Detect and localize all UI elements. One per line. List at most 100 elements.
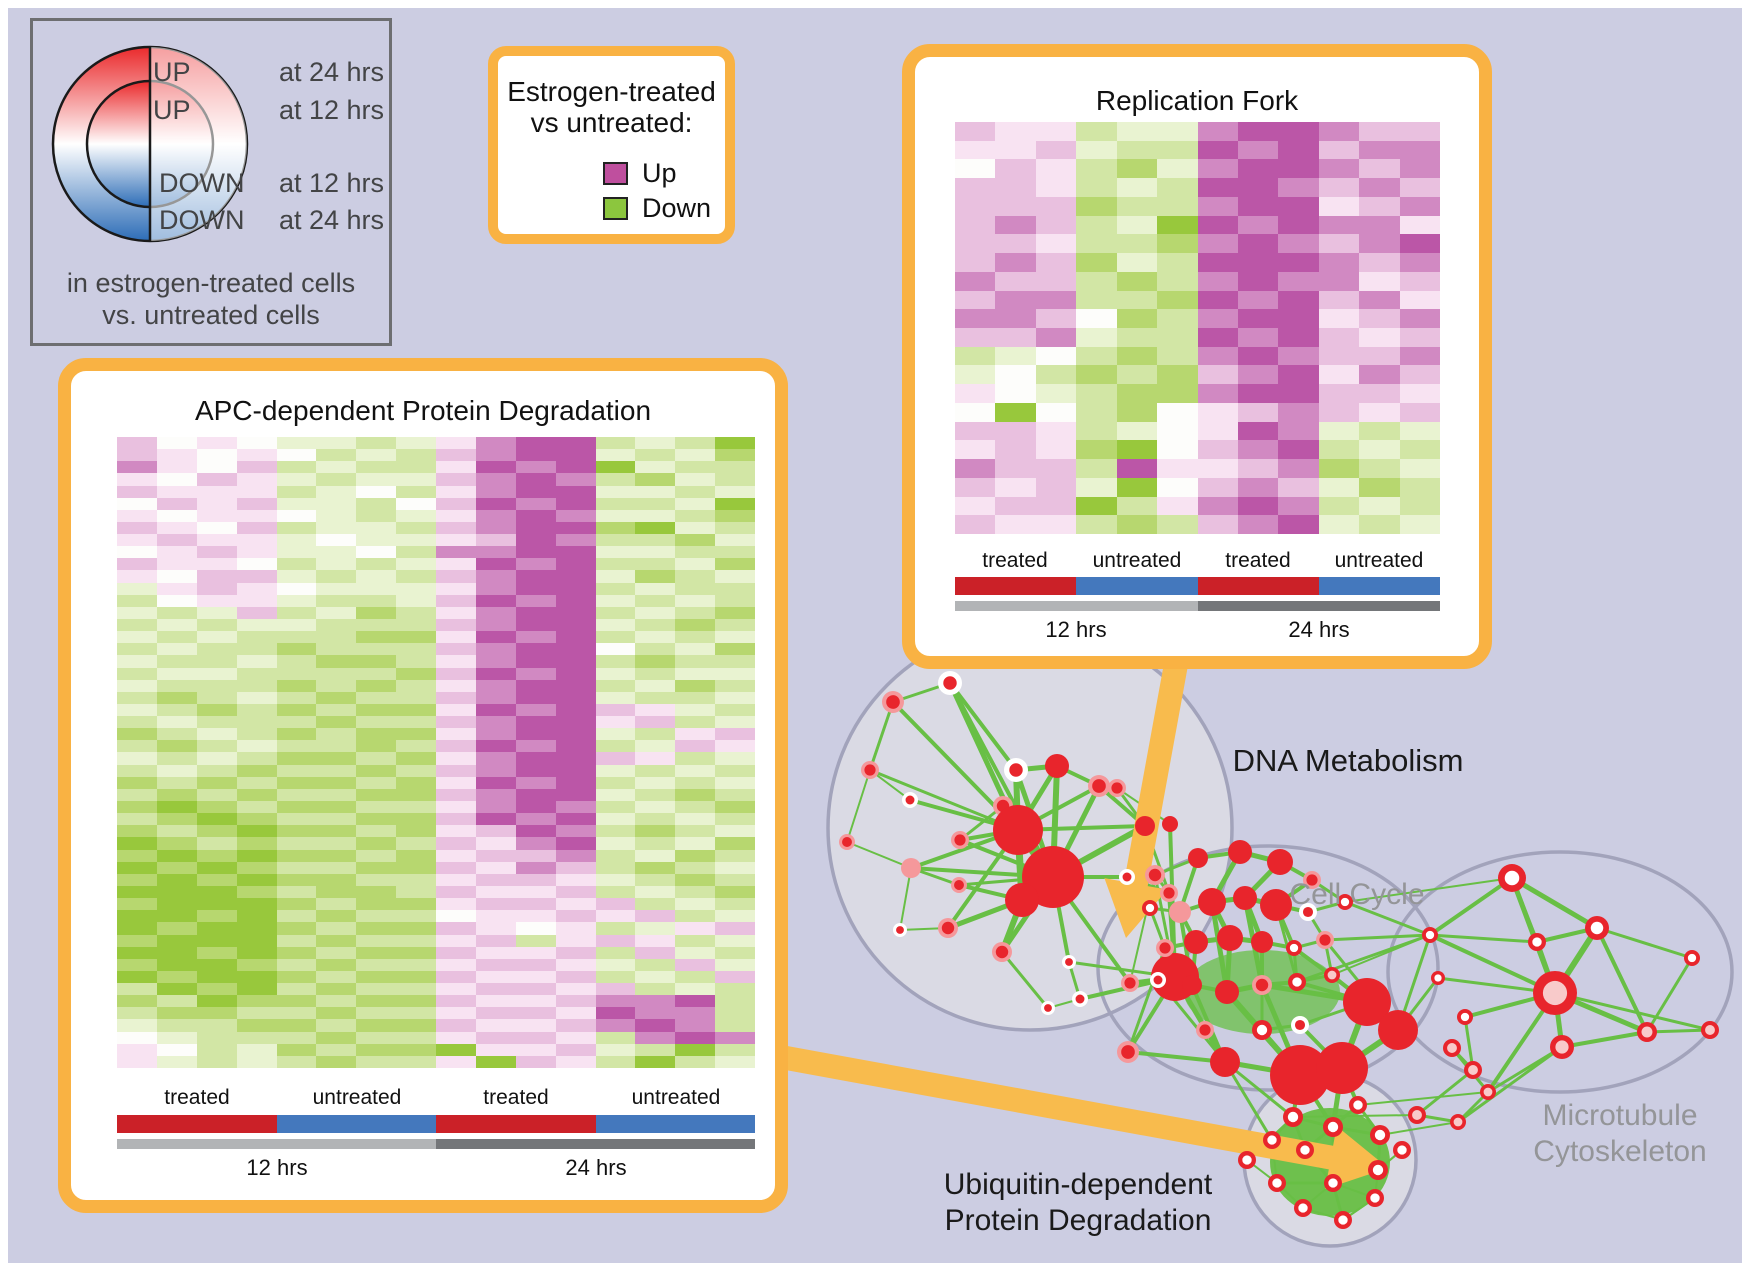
heatmap-cell	[675, 728, 716, 741]
heatmap-cell	[316, 437, 357, 450]
heatmap-cell	[276, 873, 317, 886]
heatmap-cell	[515, 885, 556, 899]
heatmap-cell	[515, 1031, 556, 1044]
heatmap-cell	[475, 922, 516, 935]
heatmap-cell	[316, 643, 357, 656]
heatmap-cell	[436, 958, 476, 971]
heatmap-cell	[1278, 421, 1319, 441]
heatmap-cell	[715, 679, 755, 692]
ring-legend-box: UP UP DOWN DOWN at 24 hrs at 12 hrs at 1…	[30, 18, 392, 346]
heatmap-cell	[995, 290, 1036, 310]
heatmap-cell	[236, 873, 277, 886]
heatmap-cell	[276, 716, 317, 729]
heatmap-cell	[595, 655, 636, 668]
network-node	[1343, 978, 1391, 1026]
updown-legend-title: Estrogen-treated vs untreated:	[498, 76, 725, 138]
network-node	[954, 834, 966, 846]
heatmap-cell	[436, 885, 476, 899]
heatmap-cell	[436, 655, 476, 668]
heatmap-cell	[595, 643, 636, 656]
heatmap-cell	[316, 813, 357, 826]
heatmap-cell	[595, 910, 636, 923]
heatmap-cell	[396, 849, 436, 862]
network-node	[1267, 1135, 1277, 1145]
heatmap-cell	[316, 1031, 357, 1044]
heatmap-cell	[1399, 178, 1440, 197]
heatmap-cell	[955, 327, 996, 347]
heatmap-cell	[475, 703, 516, 717]
label-ubiquitin-protein-degradation: Ubiquitin-dependent Protein Degradation	[943, 1168, 1213, 1237]
heatmap-cell	[117, 788, 157, 802]
heatmap-cell	[156, 497, 197, 510]
heatmap-cell	[675, 703, 716, 717]
heatmap-cell	[555, 473, 596, 486]
network-node	[1145, 903, 1155, 913]
heatmap-cell	[675, 461, 716, 474]
heatmap-cell	[675, 509, 716, 522]
network-node	[1294, 1019, 1306, 1031]
heatmap-cell	[595, 1031, 636, 1044]
heatmap-cell	[436, 619, 476, 632]
heatmap-cell	[1237, 346, 1279, 366]
heatmap-cell	[635, 570, 676, 583]
heatmap-cell	[715, 521, 755, 535]
heatmap-cell	[1278, 253, 1319, 272]
heatmap-cell	[276, 437, 317, 450]
heatmap-cell	[1359, 253, 1400, 272]
heatmap-cell	[555, 873, 596, 886]
heatmap-cell	[675, 1007, 716, 1020]
network-node	[1327, 1121, 1339, 1133]
heatmap-cell	[156, 509, 197, 522]
heatmap-cell	[675, 1055, 716, 1068]
heatmap-cell	[117, 509, 157, 522]
heatmap-cell	[276, 801, 317, 814]
network-node	[1328, 1178, 1338, 1188]
heatmap-cell	[675, 934, 716, 947]
heatmap-cell	[1197, 440, 1238, 460]
network-node	[1009, 763, 1023, 777]
heatmap-cell	[715, 631, 755, 644]
heatmap-cell	[316, 1043, 357, 1056]
heatmap-cell	[1035, 459, 1077, 478]
network-edge	[1428, 933, 1539, 944]
heatmap-cell	[117, 849, 157, 862]
network-node	[1188, 848, 1208, 868]
heatmap-cell	[1035, 346, 1077, 366]
heatmap-cell	[1359, 515, 1400, 534]
network-node	[1169, 901, 1191, 923]
heatmap-cell	[356, 558, 397, 571]
heatmap-cell	[1237, 140, 1279, 160]
heatmap-cell	[196, 461, 237, 474]
heatmap-cell	[515, 970, 556, 984]
heatmap-cell	[995, 122, 1036, 141]
heatmap-cell	[356, 922, 397, 935]
heatmap-cell	[595, 995, 636, 1008]
heatmap-cell	[555, 861, 596, 874]
heatmap-cell	[396, 558, 436, 571]
heatmap-cell	[236, 983, 277, 996]
network-node	[1306, 874, 1318, 886]
heatmap-cell	[1237, 215, 1279, 235]
heatmap-cell	[117, 521, 157, 535]
heatmap-cell	[117, 703, 157, 717]
heatmap-cell	[1399, 253, 1440, 272]
heatmap-cell	[236, 691, 277, 704]
heatmap-cell	[555, 703, 596, 717]
heatmap-cell	[1116, 346, 1158, 366]
heatmap-cell	[1116, 159, 1158, 179]
heatmap-cell	[635, 813, 676, 826]
heatmap-cell	[276, 703, 317, 717]
heatmap-cell	[156, 946, 197, 959]
heatmap-cell	[595, 691, 636, 704]
heatmap-cell	[1237, 459, 1279, 478]
heatmap-cell	[396, 983, 436, 996]
heatmap-cell	[635, 1031, 676, 1044]
heatmap-cell	[1399, 215, 1440, 235]
heatmap-cell	[715, 873, 755, 886]
heatmap-cell	[1197, 196, 1238, 216]
heatmap-cell	[1116, 402, 1158, 422]
heatmap-cell	[1076, 346, 1117, 366]
heatmap-cell	[196, 691, 237, 704]
heatmap-cell	[236, 764, 277, 777]
heatmap-cell	[675, 849, 716, 862]
